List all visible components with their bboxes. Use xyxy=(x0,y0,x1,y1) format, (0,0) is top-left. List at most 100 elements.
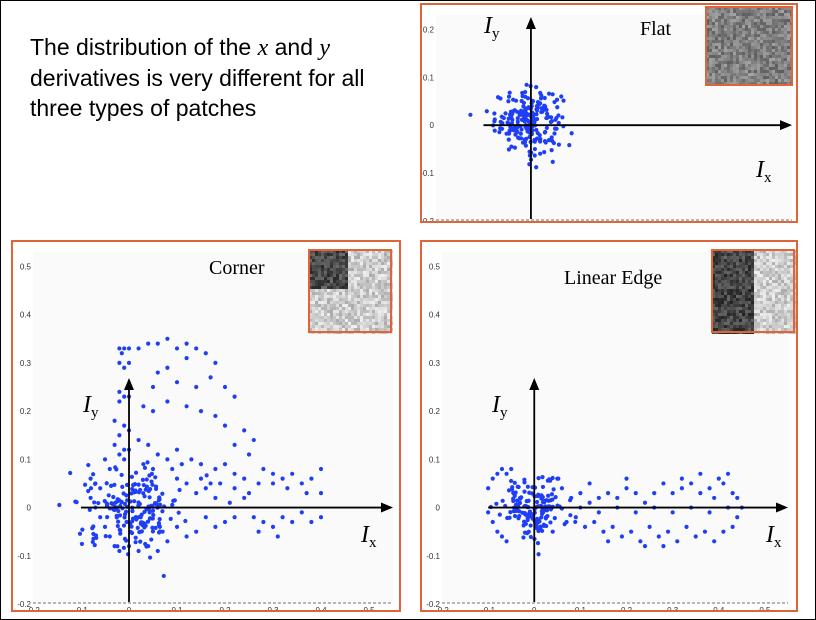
edge-data-point xyxy=(490,476,495,481)
corner-data-point xyxy=(143,541,148,547)
corner-data-point xyxy=(150,508,156,513)
corner-scatter-chart: -0.2 -0.1 0 0.1 0.2 0.3 0.4 0.5 -0.2 -0.1 0 0.1 0.2 0… xyxy=(17,249,393,610)
corner-data-point xyxy=(290,519,295,525)
edge-data-point xyxy=(642,500,648,505)
corner-data-point xyxy=(136,548,141,554)
flat-data-point xyxy=(518,131,523,136)
edge-data-point xyxy=(540,475,545,480)
edge-data-point xyxy=(534,523,539,528)
corner-data-point xyxy=(112,442,117,447)
flat-data-point xyxy=(534,85,539,90)
flat-data-point xyxy=(524,117,529,122)
edge-panel-title: Linear Edge xyxy=(564,267,662,289)
corner-data-point xyxy=(68,470,73,476)
corner-data-point xyxy=(318,490,324,496)
headline-text-1: The distribution of the xyxy=(30,34,258,60)
corner-data-point xyxy=(304,490,309,496)
edge-data-point xyxy=(656,534,661,539)
corner-data-point xyxy=(144,484,149,489)
corner-data-point xyxy=(146,442,151,447)
flat-data-point xyxy=(535,105,540,110)
corner-data-point xyxy=(57,502,62,508)
edge-data-point xyxy=(730,490,735,496)
edge-data-point xyxy=(661,544,666,549)
flat-data-point xyxy=(519,98,524,104)
edge-data-point xyxy=(550,529,555,534)
flat-ytick-label: -0.1 xyxy=(422,169,435,178)
edge-ytick-label: 0.4 xyxy=(429,311,441,320)
corner-xtick-label: 0.2 xyxy=(219,606,231,610)
corner-data-point xyxy=(124,482,130,488)
corner-data-point xyxy=(150,529,156,534)
edge-data-point xyxy=(499,466,505,472)
corner-data-point xyxy=(318,515,324,520)
edge-data-point xyxy=(534,499,540,505)
flat-data-point xyxy=(550,92,555,97)
edge-ytick-label: -0.1 xyxy=(426,552,440,561)
corner-data-point xyxy=(280,515,285,520)
flat-data-point xyxy=(542,95,547,101)
corner-data-point xyxy=(124,509,129,514)
flat-panel-title: Flat xyxy=(640,18,672,40)
flat-data-point xyxy=(499,126,505,131)
corner-ytick-label: 0.5 xyxy=(20,262,32,271)
flat-data-point xyxy=(532,146,538,152)
flat-ytick-label: 0.1 xyxy=(423,73,435,82)
corner-data-point xyxy=(213,466,218,472)
corner-data-point xyxy=(87,507,92,512)
flat-data-point xyxy=(515,116,520,121)
flat-data-point xyxy=(538,101,543,106)
corner-data-point xyxy=(165,539,170,544)
corner-data-point xyxy=(106,493,111,498)
flat-data-point xyxy=(513,98,519,103)
corner-data-point xyxy=(149,479,154,484)
edge-data-point xyxy=(562,522,567,527)
edge-data-point xyxy=(516,484,521,490)
flat-data-point xyxy=(484,109,489,114)
edge-data-point xyxy=(633,510,638,515)
edge-data-point xyxy=(707,486,712,491)
corner-data-point xyxy=(104,501,109,506)
corner-data-point xyxy=(154,501,159,506)
corner-data-point xyxy=(246,452,252,457)
edge-xtick-label: 0.4 xyxy=(713,606,725,610)
edge-ytick-label: 0.2 xyxy=(429,407,441,416)
corner-data-point xyxy=(103,534,108,539)
flat-data-point xyxy=(497,130,502,135)
edge-data-point xyxy=(522,489,527,494)
flat-data-point xyxy=(501,115,506,121)
edge-data-point xyxy=(721,529,726,534)
corner-data-point xyxy=(118,531,123,536)
flat-data-point xyxy=(539,106,544,111)
flat-data-point xyxy=(492,119,497,124)
flat-data-point xyxy=(503,111,508,116)
corner-data-point xyxy=(131,490,137,495)
corner-x-axis-arrow xyxy=(381,502,393,513)
corner-data-point xyxy=(121,523,127,528)
corner-data-point xyxy=(204,473,209,478)
edge-data-point xyxy=(698,471,703,476)
edge-data-point xyxy=(615,495,620,501)
corner-ytick-label: 0.4 xyxy=(20,311,32,320)
edge-ytick-label: 0.5 xyxy=(429,262,441,271)
flat-data-point xyxy=(550,138,555,143)
corner-data-point xyxy=(242,495,247,501)
corner-data-point xyxy=(153,525,158,530)
corner-data-point xyxy=(117,433,122,438)
edge-data-point xyxy=(601,529,606,534)
edge-data-point xyxy=(624,486,629,491)
corner-data-point xyxy=(122,365,127,370)
edge-data-point xyxy=(538,524,543,529)
flat-data-point xyxy=(538,90,543,96)
edge-xtick-label: 0.2 xyxy=(621,606,633,610)
edge-data-point xyxy=(545,478,550,483)
corner-data-point xyxy=(251,437,256,443)
corner-data-point xyxy=(138,539,143,544)
corner-data-point xyxy=(155,370,160,375)
edge-data-point xyxy=(521,535,526,540)
corner-data-point xyxy=(122,423,127,428)
flat-data-point xyxy=(522,115,527,120)
corner-data-point xyxy=(194,384,199,390)
edge-data-point xyxy=(486,486,491,491)
corner-data-point xyxy=(198,476,204,481)
